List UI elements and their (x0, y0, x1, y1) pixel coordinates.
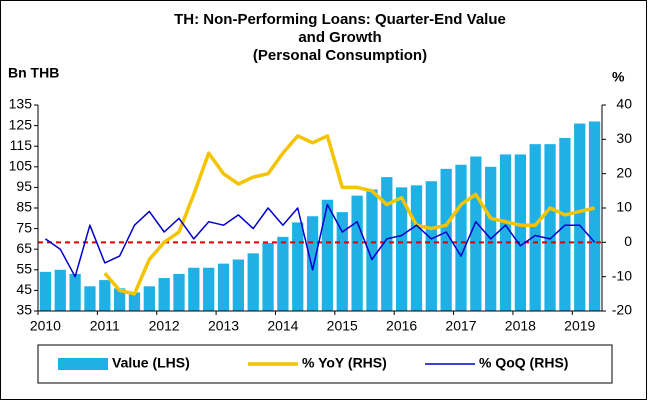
bar (336, 212, 348, 311)
bar (188, 267, 200, 311)
y-tick-label: 35 (16, 302, 32, 318)
bar (173, 273, 185, 311)
x-tick-label: 2015 (327, 318, 358, 334)
bar (440, 168, 452, 311)
bar (69, 273, 81, 311)
x-tick-label: 2018 (505, 318, 536, 334)
x-tick-label: 2019 (564, 318, 595, 334)
x-tick-label: 2016 (386, 318, 417, 334)
bar (143, 286, 155, 311)
bar (203, 267, 215, 311)
y-tick-label: 125 (9, 116, 33, 132)
bar (366, 189, 378, 311)
bar (306, 216, 319, 311)
legend-label: % YoY (RHS) (302, 355, 387, 371)
x-tick-label: 2010 (30, 318, 61, 334)
bar (588, 121, 601, 311)
bar (381, 177, 393, 311)
bar (529, 144, 541, 311)
y2-tick-label: 20 (616, 164, 632, 180)
y-tick-label: 105 (9, 158, 33, 174)
y-tick-label: 65 (16, 240, 32, 256)
bar (410, 185, 423, 311)
bar (499, 154, 512, 311)
bar (54, 269, 66, 311)
bar (232, 259, 245, 311)
x-tick-label: 2011 (90, 318, 120, 334)
bar (247, 253, 259, 311)
bar (217, 263, 230, 311)
y-tick-label: 115 (10, 137, 33, 153)
y2-tick-label: -10 (612, 267, 632, 283)
y-tick-label: 55 (16, 261, 32, 277)
line-series (44, 203, 596, 278)
title-line: and Growth (298, 29, 381, 46)
y2-tick-label: 0 (624, 233, 632, 249)
bar (39, 271, 52, 311)
bar (277, 236, 289, 311)
bar (514, 154, 527, 311)
y-tick-label: 85 (16, 199, 32, 215)
bar (113, 288, 126, 311)
title-line: TH: Non-Performing Loans: Quarter-End Va… (174, 11, 506, 28)
bar (574, 123, 586, 311)
y2-tick-label: -20 (612, 302, 632, 318)
bar (544, 144, 556, 311)
bar (455, 164, 467, 311)
y-tick-label: 135 (9, 96, 33, 112)
bar (292, 222, 304, 311)
y2-tick-label: 30 (616, 130, 632, 146)
y2-axis-label: % (612, 69, 625, 85)
bar (262, 243, 274, 311)
y2-tick-label: 40 (616, 96, 632, 112)
x-tick-label: 2017 (445, 318, 476, 334)
bar (321, 199, 334, 311)
line-series (103, 134, 595, 296)
x-tick-label: 2013 (208, 318, 239, 334)
y-tick-label: 45 (16, 281, 32, 297)
bar (128, 292, 141, 311)
legend-swatch (58, 358, 108, 370)
x-tick-label: 2012 (149, 318, 180, 334)
title-line: (Personal Consumption) (253, 47, 427, 64)
bar (99, 280, 111, 311)
bar (158, 278, 170, 311)
y-axis-label: Bn THB (8, 65, 59, 81)
y-tick-label: 75 (16, 219, 32, 235)
y2-tick-label: 10 (616, 199, 632, 215)
legend-label: Value (LHS) (112, 355, 190, 371)
bar (84, 286, 96, 311)
bar (470, 156, 482, 311)
x-tick-label: 2014 (267, 318, 298, 334)
bar (351, 195, 363, 311)
bar (425, 181, 437, 311)
y-tick-label: 95 (16, 178, 32, 194)
legend-box (37, 344, 613, 384)
legend-label: % QoQ (RHS) (479, 355, 568, 371)
bar (395, 187, 408, 311)
